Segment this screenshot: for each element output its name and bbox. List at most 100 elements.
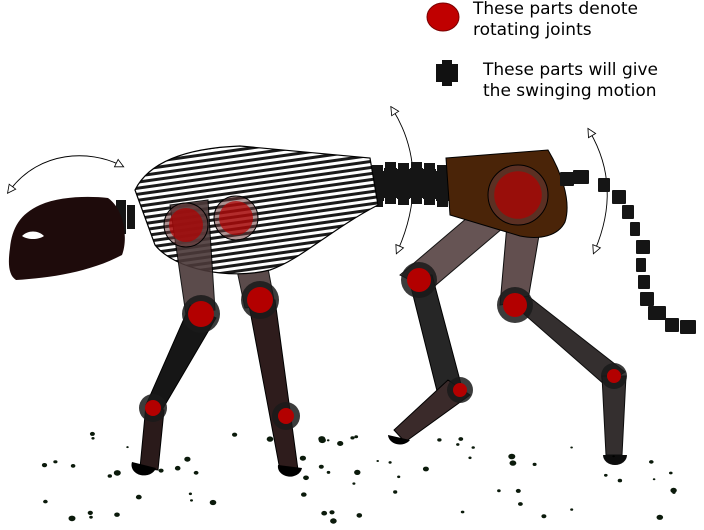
ground-speckle	[326, 439, 330, 442]
ground-speckle	[190, 499, 193, 502]
tail-block	[648, 306, 666, 320]
ground-speckle	[193, 470, 199, 475]
ground-speckle	[515, 488, 521, 493]
ground-speckle	[337, 441, 344, 446]
ground-speckle	[669, 471, 673, 475]
ground-speckle	[541, 514, 547, 519]
ground-speckle	[87, 510, 93, 515]
legend-swing-marker-icon	[436, 60, 458, 86]
tail-block	[680, 320, 696, 334]
rotating-joint	[145, 400, 161, 416]
ground-speckle	[670, 487, 677, 493]
ground-speckle	[468, 456, 472, 460]
legend-joint-label: These parts denote rotating joints	[473, 0, 638, 41]
ground-speckles	[41, 431, 677, 524]
legend-swing-line-2: the swinging motion	[483, 81, 657, 101]
ground-speckle	[570, 508, 574, 511]
tail-block	[573, 170, 589, 184]
spine-block-inner	[410, 168, 423, 198]
ground-speckle	[497, 489, 501, 493]
ground-speckle	[422, 466, 429, 472]
legend-swing-line-1: These parts will give	[483, 60, 658, 80]
rotating-joint	[494, 171, 542, 219]
ground-speckle	[266, 436, 274, 442]
ground-speckle	[174, 465, 181, 471]
ground-speckle	[135, 494, 142, 500]
tail-block	[560, 172, 574, 186]
ground-speckle	[301, 492, 307, 497]
rotating-joint	[247, 287, 273, 313]
ground-speckle	[471, 446, 475, 449]
ground-speckle	[570, 446, 573, 449]
ground-speckle	[354, 469, 361, 475]
spine-block-inner	[397, 169, 410, 199]
tail-block	[665, 318, 679, 332]
tail-block	[622, 205, 634, 219]
tail-block	[640, 292, 654, 306]
rotating-joint	[407, 268, 431, 292]
ground-speckle	[126, 446, 129, 449]
spine-block-inner	[384, 168, 397, 198]
ground-speckle	[388, 461, 392, 464]
ground-speckle	[158, 468, 164, 473]
tail-block	[612, 190, 626, 204]
ground-speckle	[107, 474, 113, 478]
ground-speckle	[509, 460, 517, 466]
ground-speckle	[184, 456, 191, 462]
ground-speckle	[354, 435, 359, 439]
ground-speckle	[617, 478, 623, 483]
ground-speckle	[89, 431, 95, 436]
rotating-joint	[169, 208, 203, 242]
ground-speckle	[437, 438, 442, 442]
legend-swing-label: These parts will give the swinging motio…	[483, 60, 658, 102]
legend-joint-line-2: rotating joints	[473, 20, 592, 40]
ground-speckle	[508, 453, 516, 460]
legend-joint-marker-icon	[426, 2, 460, 32]
tail-block	[636, 240, 650, 254]
ground-speckle	[460, 510, 465, 514]
ground-speckle	[376, 460, 380, 462]
ground-speckle	[70, 464, 76, 468]
rotating-joint	[278, 408, 294, 424]
ground-speckle	[656, 514, 664, 520]
tail-block	[638, 275, 650, 289]
legend-joint-line-1: These parts denote	[473, 0, 639, 19]
spine-block-inner	[436, 171, 449, 201]
neck-swing-arrow-icon	[10, 155, 120, 190]
ground-speckle	[352, 482, 356, 485]
ground-speckle	[329, 510, 335, 515]
ground-speckle	[326, 470, 331, 474]
rotating-joints	[139, 164, 627, 430]
ground-speckle	[393, 490, 398, 494]
ground-speckle	[299, 455, 306, 461]
tail-block	[630, 222, 640, 236]
spine-block-inner	[423, 169, 436, 199]
ground-speckle	[41, 463, 48, 468]
ground-speckle	[397, 475, 401, 479]
ground-speckle	[649, 460, 654, 464]
ground-speckle	[652, 478, 656, 481]
rotating-joint	[188, 301, 214, 327]
ground-speckle	[209, 499, 217, 506]
tail-block	[636, 258, 646, 272]
ground-speckle	[350, 436, 355, 440]
eye-icon	[22, 231, 44, 239]
ground-speckle	[91, 437, 95, 440]
rotating-joint	[453, 383, 467, 397]
ground-speckle	[114, 512, 120, 517]
tail-segments	[560, 170, 696, 334]
ground-speckle	[113, 470, 121, 476]
ground-speckle	[458, 437, 464, 441]
ground-speckle	[356, 513, 363, 518]
ground-speckle	[43, 499, 48, 504]
ground-speckle	[303, 475, 309, 481]
ground-speckle	[89, 515, 93, 519]
ground-speckle	[68, 515, 76, 522]
ground-speckle	[321, 510, 328, 516]
ground-speckle	[232, 432, 238, 437]
ground-speckle	[330, 518, 337, 524]
rotating-joint	[607, 369, 621, 383]
ground-speckle	[318, 464, 324, 469]
ground-speckle	[318, 436, 326, 442]
